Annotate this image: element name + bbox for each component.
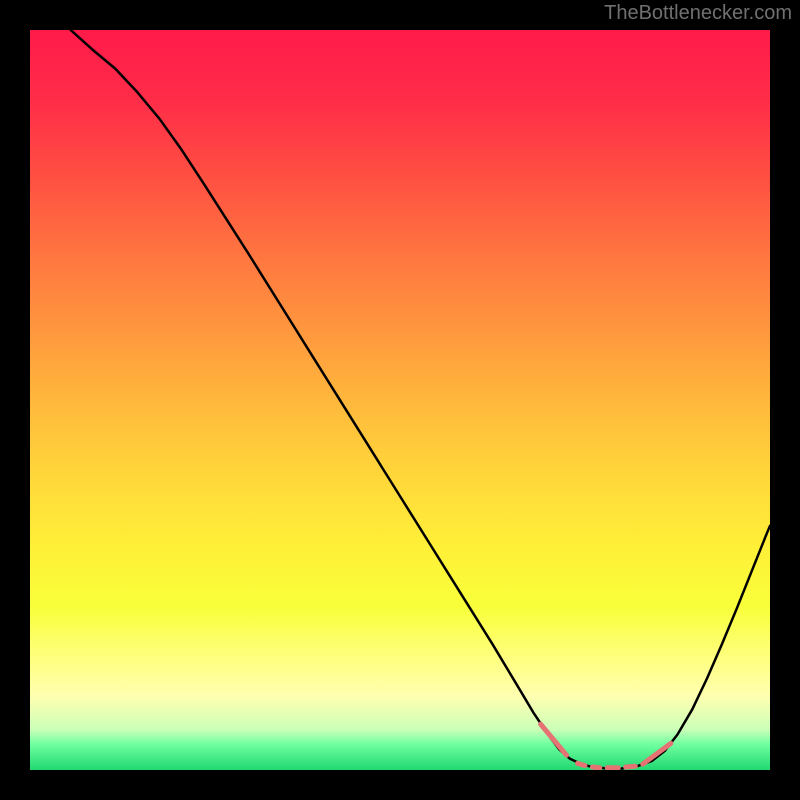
bottleneck-chart (30, 30, 770, 770)
attribution-text: TheBottlenecker.com (604, 2, 792, 25)
gradient-background (30, 30, 770, 770)
